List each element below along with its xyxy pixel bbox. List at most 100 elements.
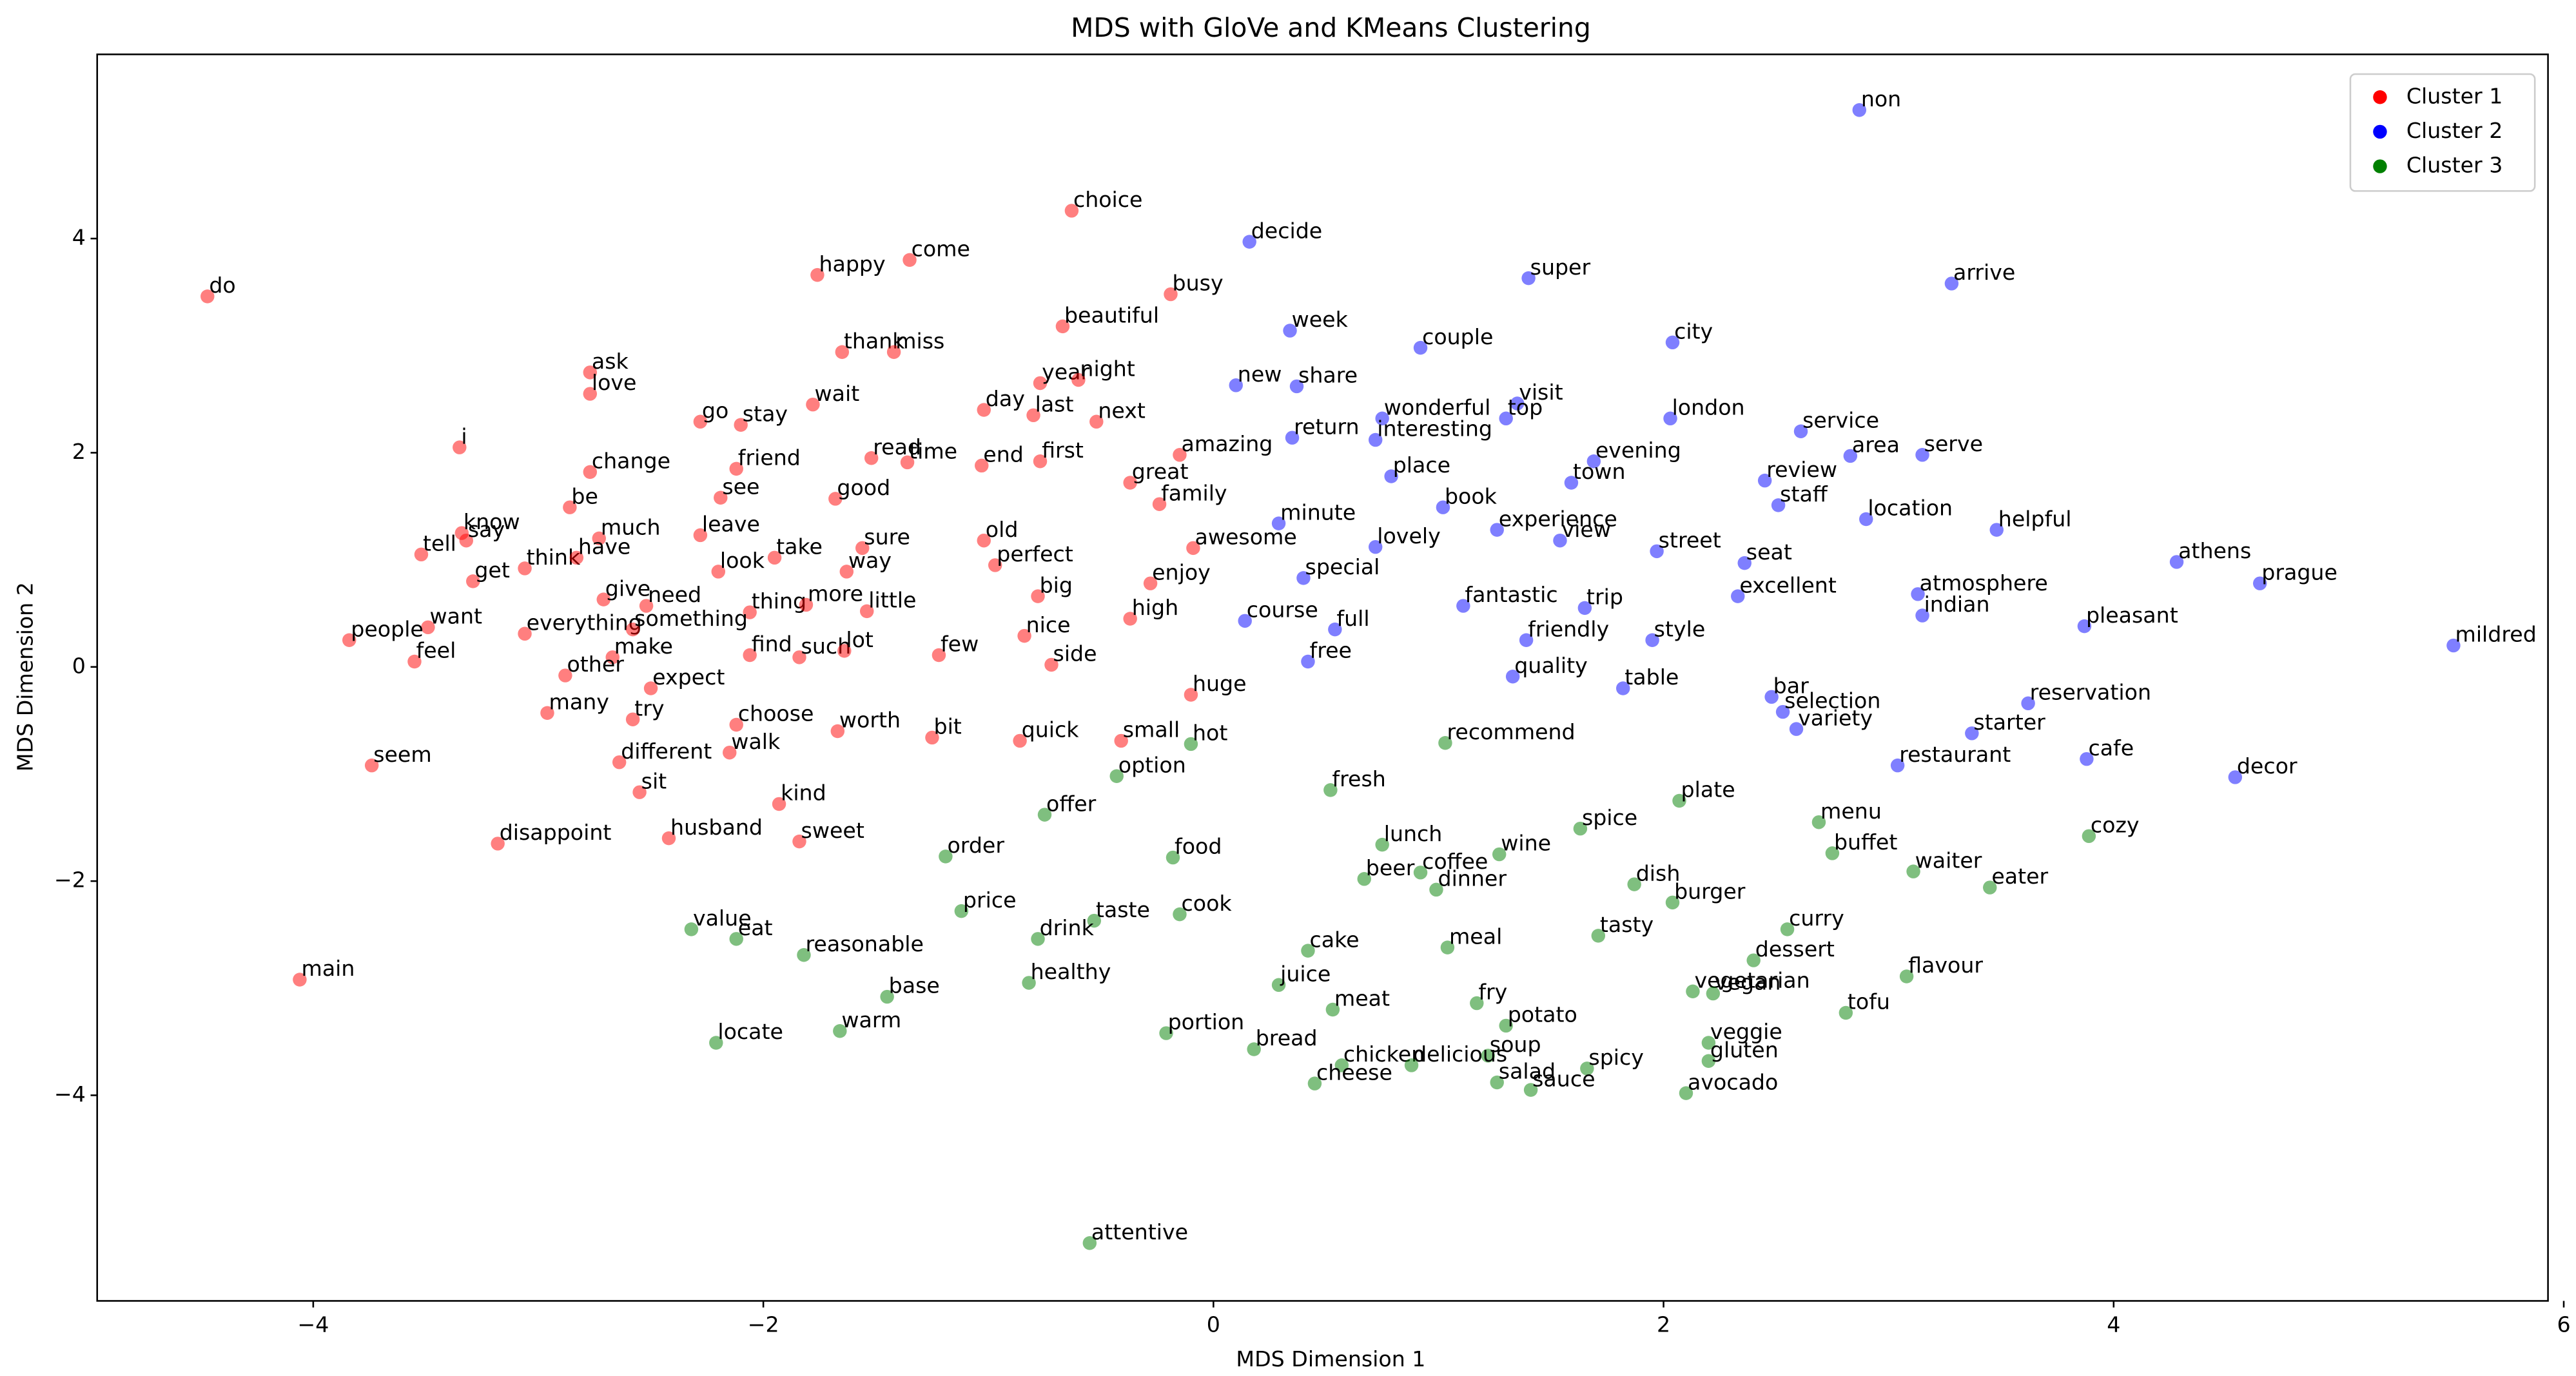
point-label: go [702, 398, 728, 423]
point-label: locate [717, 1019, 783, 1044]
point [1780, 922, 1795, 936]
point-label: decor [2237, 753, 2298, 779]
legend-marker [2373, 159, 2387, 173]
point [1375, 837, 1389, 852]
point-label: enjoy [1152, 559, 1211, 585]
point [407, 654, 422, 669]
point [835, 345, 850, 360]
point [880, 989, 894, 1004]
point-label: base [889, 973, 940, 998]
point-label: curry [1789, 906, 1844, 931]
point-label: tell [423, 530, 456, 556]
point-label: visit [1519, 380, 1563, 405]
point-label: many [549, 689, 609, 714]
point-label: restaurant [1899, 742, 2011, 767]
point [1746, 953, 1761, 967]
point-label: family [1161, 480, 1227, 505]
point [342, 633, 356, 647]
point-label: way [848, 548, 892, 573]
point [900, 455, 915, 470]
x-tick-label: 6 [2557, 1312, 2570, 1337]
point [711, 565, 726, 579]
point-label: high [1132, 595, 1178, 620]
point-label: wine [1501, 831, 1551, 856]
point [1757, 473, 1772, 488]
point [1665, 895, 1680, 910]
point-label: say [468, 517, 505, 542]
point [830, 724, 845, 739]
point [1404, 1058, 1419, 1072]
point [1143, 576, 1158, 590]
point [1499, 1018, 1513, 1033]
series: non decide super arrive week couple city new sha… [1229, 86, 2537, 784]
point [1184, 688, 1198, 702]
point-label: cook [1182, 891, 1233, 916]
point-label: do [209, 273, 235, 298]
x-tick-label: −4 [297, 1312, 329, 1337]
point-label: ask [592, 349, 629, 374]
point [1580, 1061, 1594, 1076]
point-label: full [1336, 606, 1369, 631]
point [723, 745, 737, 760]
point [1109, 769, 1124, 784]
point-label: seem [373, 742, 432, 767]
point-label: portion [1168, 1009, 1245, 1034]
point [1965, 726, 1979, 741]
point-label: few [941, 632, 979, 657]
point-label: option [1118, 752, 1186, 777]
point-label: expect [652, 664, 725, 690]
point-label: style [1654, 616, 1706, 641]
point [596, 592, 610, 606]
point-label: helpful [1998, 506, 2072, 531]
point-label: more [808, 581, 863, 606]
point-label: find [752, 632, 792, 657]
point-label: interesting [1377, 416, 1492, 441]
point-label: lovely [1377, 523, 1441, 548]
point [2228, 770, 2243, 784]
point [1384, 469, 1398, 483]
point-label: fresh [1332, 766, 1385, 791]
point [729, 932, 743, 946]
point [1490, 1075, 1504, 1090]
point [1285, 431, 1300, 445]
point [1573, 821, 1588, 836]
point-label: location [1868, 496, 1953, 521]
point [1438, 736, 1452, 750]
point [806, 397, 820, 412]
point [200, 289, 215, 304]
point [1184, 737, 1198, 751]
point-label: dinner [1438, 866, 1507, 891]
legend-label: Cluster 1 [2406, 83, 2503, 108]
point [1271, 978, 1286, 993]
point [466, 574, 480, 588]
point-label: eat [738, 915, 773, 940]
point-label: read [873, 434, 921, 460]
point-label: happy [819, 251, 885, 276]
point-label: prague [2261, 559, 2337, 585]
point-label: make [614, 634, 673, 659]
series: dohappycomechoicebusybeautifulthankmissa… [200, 187, 1297, 987]
x-tick-label: −2 [748, 1312, 779, 1337]
point [2077, 619, 2092, 634]
point-label: attentive [1091, 1219, 1188, 1245]
point-label: drink [1040, 915, 1095, 940]
point [540, 706, 554, 720]
point-label: choice [1073, 187, 1143, 212]
point-label: main [301, 956, 355, 981]
point-label: flavour [1908, 953, 1983, 978]
point-label: end [983, 442, 1024, 467]
point-label: busy [1173, 271, 1224, 296]
point-label: kind [781, 780, 826, 806]
point [1793, 424, 1808, 438]
point [729, 461, 743, 476]
point [1852, 103, 1867, 117]
point-label: share [1298, 363, 1358, 388]
point-label: people [351, 616, 424, 641]
point [1017, 628, 1031, 643]
point-label: big [1040, 572, 1073, 597]
y-tick-label: 0 [72, 653, 86, 678]
point-label: price [963, 887, 1017, 913]
y-axis-label: MDS Dimension 2 [12, 582, 37, 771]
point-label: salad [1499, 1059, 1556, 1084]
